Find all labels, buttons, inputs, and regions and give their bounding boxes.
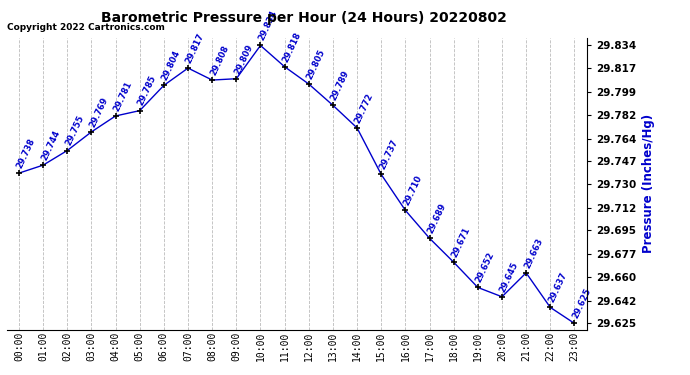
- Text: 29.785: 29.785: [136, 74, 158, 107]
- Text: 29.637: 29.637: [546, 271, 569, 304]
- Text: 29.710: 29.710: [402, 174, 424, 207]
- Text: 29.772: 29.772: [353, 92, 375, 124]
- Text: 29.834: 29.834: [257, 9, 279, 42]
- Text: 29.781: 29.781: [112, 80, 134, 112]
- Text: 29.769: 29.769: [88, 96, 110, 129]
- Text: Copyright 2022 Cartronics.com: Copyright 2022 Cartronics.com: [7, 22, 165, 32]
- Text: 29.652: 29.652: [474, 251, 496, 284]
- Text: 29.744: 29.744: [39, 129, 61, 162]
- Text: 29.818: 29.818: [281, 30, 303, 63]
- Text: 29.645: 29.645: [498, 260, 520, 294]
- Y-axis label: Pressure (Inches/Hg): Pressure (Inches/Hg): [642, 114, 655, 254]
- Text: 29.663: 29.663: [522, 236, 544, 270]
- Text: 29.671: 29.671: [450, 226, 472, 259]
- Text: 29.789: 29.789: [329, 69, 351, 102]
- Text: 29.805: 29.805: [305, 48, 327, 81]
- Text: 29.689: 29.689: [426, 202, 448, 235]
- Text: 29.737: 29.737: [377, 138, 400, 171]
- Text: 29.817: 29.817: [184, 32, 206, 65]
- Text: 29.625: 29.625: [571, 287, 593, 320]
- Text: 29.809: 29.809: [233, 42, 255, 75]
- Text: 29.738: 29.738: [15, 137, 37, 170]
- Text: 29.755: 29.755: [63, 114, 86, 147]
- Text: Barometric Pressure per Hour (24 Hours) 20220802: Barometric Pressure per Hour (24 Hours) …: [101, 11, 506, 25]
- Text: 29.808: 29.808: [208, 44, 230, 77]
- Text: 29.804: 29.804: [160, 49, 182, 82]
